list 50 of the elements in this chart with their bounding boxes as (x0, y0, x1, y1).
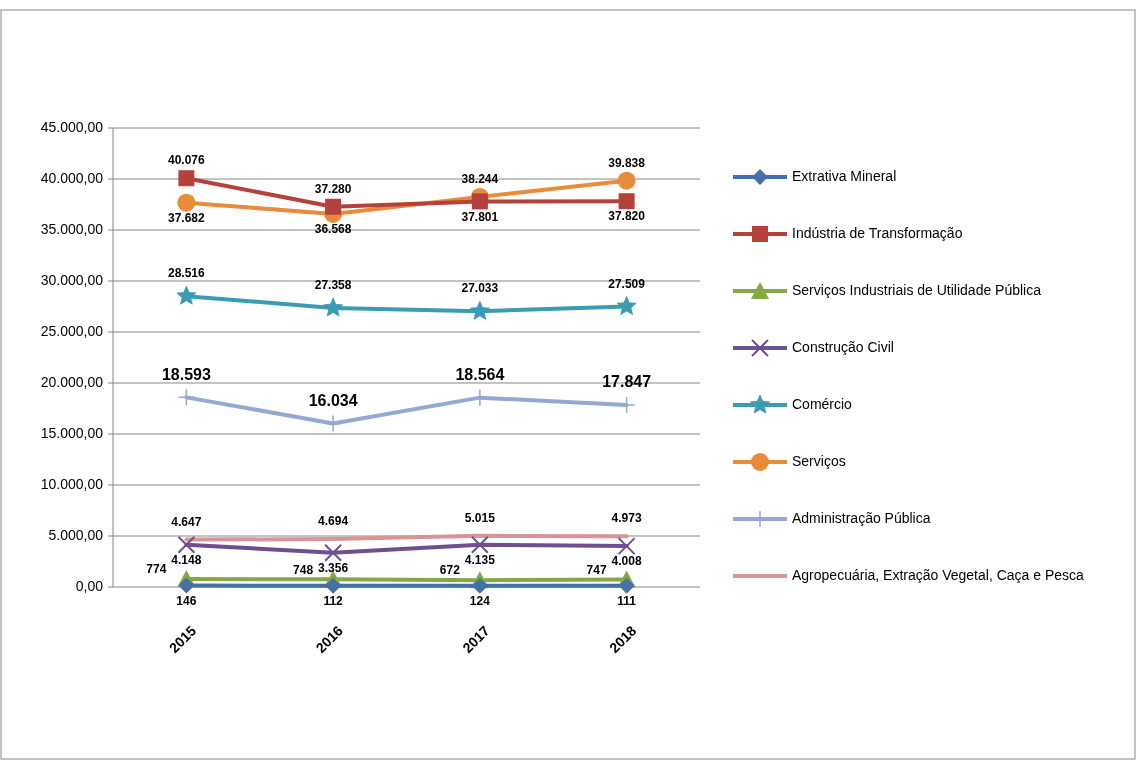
data-label: 112 (323, 594, 344, 609)
y-tick-label: 10.000,00 (40, 475, 104, 492)
data-label: 748 (293, 562, 314, 577)
data-label: 17.847 (602, 373, 652, 391)
legend-label: Serviços Industriais de Utilidade Pública (792, 281, 1042, 298)
data-label: 5.015 (464, 511, 496, 526)
y-tick-label: 25.000,00 (40, 322, 104, 339)
data-label: 146 (176, 593, 197, 608)
legend-label: Agropecuária, Extração Vegetal, Caça e Pesca (792, 566, 1085, 583)
data-label: 4.694 (318, 514, 349, 529)
legend-label: Comércio (792, 395, 853, 412)
data-label: 40.076 (168, 153, 206, 168)
data-label: 28.516 (168, 266, 206, 281)
y-tick-label: 30.000,00 (40, 271, 104, 288)
data-label: 4.148 (171, 552, 202, 567)
data-label: 747 (586, 562, 607, 577)
data-label: 4.135 (464, 552, 496, 567)
legend-label: Construção Civil (792, 338, 894, 355)
data-label: 27.358 (314, 278, 352, 293)
data-label: 4.973 (611, 511, 642, 526)
y-tick-label: 35.000,00 (40, 220, 104, 237)
data-label: 3.356 (318, 560, 349, 575)
data-label: 36.568 (314, 222, 352, 237)
data-label: 37.801 (461, 209, 499, 224)
y-tick-label: 15.000,00 (40, 424, 104, 441)
data-label: 4.647 (171, 514, 202, 529)
data-label: 39.838 (608, 155, 646, 170)
legend-label: Indústria de Transformação (792, 224, 963, 241)
data-label: 37.280 (314, 181, 352, 196)
y-tick-label: 20.000,00 (40, 373, 104, 390)
data-label: 672 (439, 563, 461, 578)
legend-label: Administração Pública (792, 509, 931, 526)
data-label: 18.593 (161, 365, 211, 383)
data-label: 111 (617, 594, 637, 609)
y-tick-label: 45.000,00 (40, 118, 104, 135)
data-label: 774 (146, 562, 167, 577)
data-label: 16.034 (308, 391, 358, 409)
data-label: 18.564 (455, 365, 505, 383)
legend-label: Extrativa Mineral (792, 167, 897, 184)
y-tick-label: 40.000,00 (40, 169, 104, 186)
legend-label: Serviços (792, 452, 846, 469)
data-label: 38.244 (461, 172, 499, 187)
data-label: 37.682 (168, 210, 206, 225)
data-label: 27.033 (461, 281, 499, 296)
data-label: 37.820 (608, 209, 646, 224)
data-label: 27.509 (608, 276, 646, 291)
y-tick-label: 5.000,00 (48, 526, 104, 543)
data-label: 124 (469, 593, 491, 608)
y-tick-label: 0,00 (75, 577, 104, 594)
data-label: 4.008 (611, 554, 642, 569)
